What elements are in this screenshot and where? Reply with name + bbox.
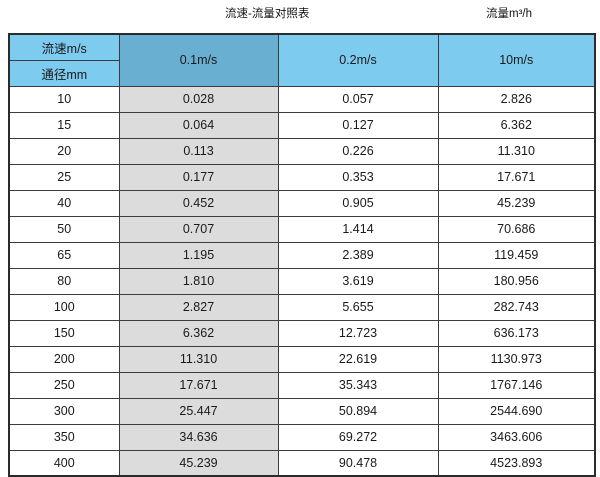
cell-flow-rate-2: 50.894 [277,397,439,425]
cell-flow-rate-3: 70.686 [437,215,596,243]
cell-nominal-diameter: 25 [8,163,120,191]
table-row: 50 0.707 1.414 70.686 [8,215,596,243]
cell-flow-rate-1: 0.113 [118,137,279,165]
cell-flow-rate-1: 0.028 [118,85,279,113]
cell-flow-rate-1: 45.239 [118,449,279,477]
table-row: 40 0.452 0.905 45.239 [8,189,596,217]
cell-flow-rate-3: 2544.690 [437,397,596,425]
units-label: 流量m³/h [486,8,532,20]
cell-nominal-diameter: 50 [8,215,120,243]
cell-flow-rate-1: 11.310 [118,345,279,373]
cell-flow-rate-1: 34.636 [118,423,279,451]
table-row: 250 17.671 35.343 1767.146 [8,371,596,399]
cell-flow-rate-2: 12.723 [277,319,439,347]
cell-flow-rate-2: 0.127 [277,111,439,139]
cell-nominal-diameter: 150 [8,319,120,347]
cell-flow-rate-2: 35.343 [277,371,439,399]
cell-flow-rate-2: 0.353 [277,163,439,191]
cell-flow-rate-2: 3.619 [277,267,439,295]
cell-flow-rate-1: 17.671 [118,371,279,399]
column-header-velocity-3: 10m/s [437,33,596,87]
cell-flow-rate-2: 0.057 [277,85,439,113]
cell-nominal-diameter: 80 [8,267,120,295]
column-header-velocity-1: 0.1m/s [118,33,279,87]
cell-flow-rate-3: 180.956 [437,267,596,295]
cell-flow-rate-3: 11.310 [437,137,596,165]
cell-flow-rate-3: 4523.893 [437,449,596,477]
table-row: 100 2.827 5.655 282.743 [8,293,596,321]
table-row: 300 25.447 50.894 2544.690 [8,397,596,425]
flow-rate-table-container: 流速m/s 0.1m/s 0.2m/s 10m/s 通径mm 10 0.028 0.… [8,33,596,477]
cell-nominal-diameter: 40 [8,189,120,217]
cell-nominal-diameter: 100 [8,293,120,321]
cell-flow-rate-2: 2.389 [277,241,439,269]
cell-flow-rate-3: 2.826 [437,85,596,113]
table-row: 400 45.239 90.478 4523.893 [8,449,596,477]
cell-nominal-diameter: 300 [8,397,120,425]
cell-flow-rate-3: 1767.146 [437,371,596,399]
table-row: 65 1.195 2.389 119.459 [8,241,596,269]
cell-flow-rate-2: 69.272 [277,423,439,451]
cell-flow-rate-2: 5.655 [277,293,439,321]
cell-flow-rate-3: 6.362 [437,111,596,139]
table-body: 流速m/s 0.1m/s 0.2m/s 10m/s 通径mm 10 0.028 0.… [8,33,596,477]
header-row-bottom: 通径mm [8,59,595,87]
cell-flow-rate-3: 636.173 [437,319,596,347]
table-row: 80 1.810 3.619 180.956 [8,267,596,295]
cell-flow-rate-1: 0.064 [118,111,279,139]
cell-flow-rate-3: 17.671 [437,163,596,191]
flow-rate-table: 流速m/s 0.1m/s 0.2m/s 10m/s 通径mm 10 0.028 0.… [8,33,596,477]
cell-flow-rate-2: 0.905 [277,189,439,217]
table-row: 350 34.636 69.272 3463.606 [8,423,596,451]
cell-flow-rate-3: 119.459 [437,241,596,269]
cell-flow-rate-3: 45.239 [437,189,596,217]
cell-nominal-diameter: 15 [8,111,120,139]
cell-flow-rate-1: 1.810 [118,267,279,295]
cell-flow-rate-3: 282.743 [437,293,596,321]
corner-header-diameter-label: 通径mm [8,59,120,87]
cell-flow-rate-1: 25.447 [118,397,279,425]
cell-flow-rate-2: 1.414 [277,215,439,243]
cell-flow-rate-1: 0.707 [118,215,279,243]
table-row: 25 0.177 0.353 17.671 [8,163,596,191]
cell-flow-rate-1: 6.362 [118,319,279,347]
cell-nominal-diameter: 200 [8,345,120,373]
cell-flow-rate-3: 3463.606 [437,423,596,451]
cell-nominal-diameter: 65 [8,241,120,269]
corner-header-velocity-label: 流速m/s [8,33,120,61]
cell-nominal-diameter: 400 [8,449,120,477]
chart-title: 流速-流量对照表 [225,8,310,20]
cell-flow-rate-1: 0.177 [118,163,279,191]
column-header-velocity-2: 0.2m/s [277,33,439,87]
cell-flow-rate-2: 90.478 [277,449,439,477]
cell-nominal-diameter: 250 [8,371,120,399]
cell-flow-rate-3: 1130.973 [437,345,596,373]
table-row: 20 0.113 0.226 11.310 [8,137,596,165]
table-row: 150 6.362 12.723 636.173 [8,319,596,347]
header-row-top: 流速m/s 0.1m/s 0.2m/s 10m/s [8,33,596,87]
cell-flow-rate-1: 2.827 [118,293,279,321]
caption-row: 流速-流量对照表 流量m³/h [0,0,600,33]
cell-flow-rate-2: 0.226 [277,137,439,165]
table-row: 10 0.028 0.057 2.826 [8,85,596,113]
table-row: 15 0.064 0.127 6.362 [8,111,596,139]
cell-flow-rate-1: 0.452 [118,189,279,217]
table-row: 200 11.310 22.619 1130.973 [8,345,596,373]
cell-nominal-diameter: 10 [8,85,120,113]
cell-nominal-diameter: 20 [8,137,120,165]
cell-flow-rate-1: 1.195 [118,241,279,269]
cell-flow-rate-2: 22.619 [277,345,439,373]
cell-nominal-diameter: 350 [8,423,120,451]
